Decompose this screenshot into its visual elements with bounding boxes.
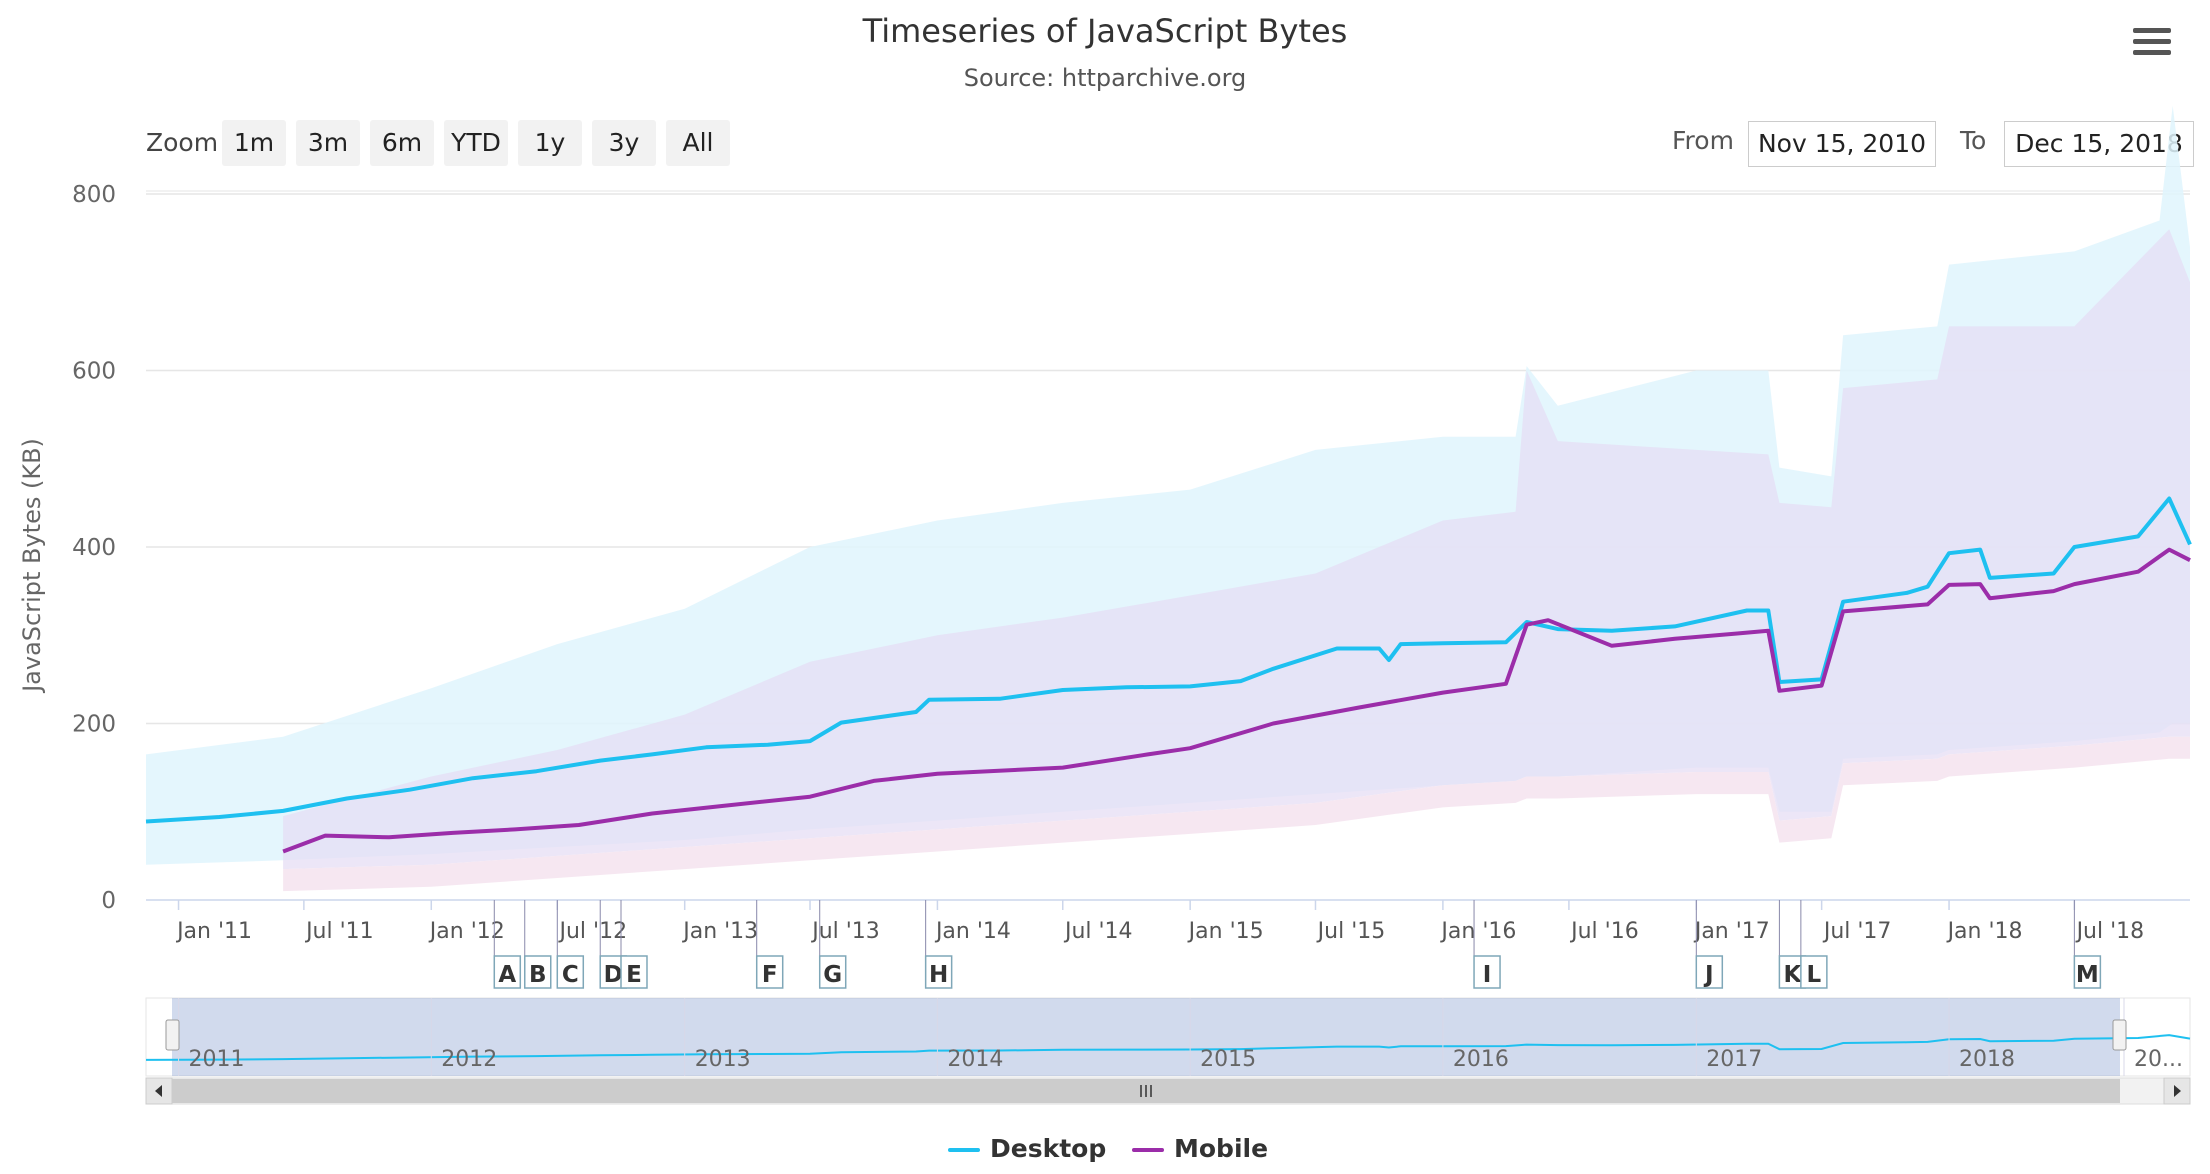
flag-box-F[interactable] bbox=[755, 955, 784, 989]
flag-label-J: J bbox=[1703, 962, 1714, 988]
zoom-3m-button[interactable]: 3m bbox=[296, 120, 360, 166]
navigator-year-label: 2017 bbox=[1706, 1047, 1762, 1072]
navigator-year-label: 2015 bbox=[1200, 1047, 1256, 1072]
flag-label-D: D bbox=[604, 962, 623, 988]
flag-label-E: E bbox=[626, 962, 642, 988]
y-tick-label-400: 400 bbox=[72, 535, 116, 561]
from-label: From bbox=[1672, 126, 1734, 155]
y-tick-label-600: 600 bbox=[72, 359, 116, 385]
flag-box-I[interactable] bbox=[1473, 955, 1501, 989]
y-axis: 0 200 400 600 800 bbox=[72, 182, 116, 914]
hamburger-menu-icon[interactable] bbox=[2133, 28, 2171, 62]
flag-box-C[interactable] bbox=[556, 955, 585, 989]
navigator-year-label: 2011 bbox=[189, 1047, 245, 1072]
x-tick-label: Jul '15 bbox=[1316, 919, 1386, 944]
x-tick-label: Jan '11 bbox=[175, 919, 252, 944]
flag-box-L[interactable] bbox=[1800, 955, 1828, 989]
arrow-right-glyph bbox=[2174, 1085, 2181, 1097]
zoom-1m-button[interactable]: 1m bbox=[222, 120, 286, 166]
flag-label-H: H bbox=[929, 962, 948, 988]
legend-swatch-desktop bbox=[948, 1148, 980, 1152]
navigator-selection[interactable] bbox=[172, 998, 2120, 1076]
band-mobile-low bbox=[283, 736, 2191, 892]
flag-box-M[interactable] bbox=[2073, 955, 2102, 989]
chart-title: Timeseries of JavaScript Bytes bbox=[862, 12, 1348, 50]
x-tick-label: Jul '18 bbox=[2075, 919, 2145, 944]
x-tick-label: Jul '13 bbox=[810, 919, 880, 944]
flag-box-B[interactable] bbox=[523, 955, 552, 989]
flag-label-F: F bbox=[762, 962, 778, 988]
zoom-6m-button[interactable]: 6m bbox=[370, 120, 434, 166]
x-tick-label: Jan '15 bbox=[1187, 919, 1264, 944]
flag-label-L: L bbox=[1807, 962, 1822, 988]
flag-box-H[interactable] bbox=[924, 955, 953, 989]
range-bands bbox=[146, 105, 2191, 892]
legend-item-desktop[interactable]: Desktop bbox=[948, 1134, 1106, 1163]
series-lines bbox=[145, 496, 2192, 854]
legend-swatch-mobile bbox=[1132, 1148, 1164, 1152]
legend-label-desktop: Desktop bbox=[990, 1134, 1107, 1163]
navigator-year-label: 2018 bbox=[1959, 1047, 2015, 1072]
x-tick-label: Jul '14 bbox=[1063, 919, 1133, 944]
x-tick-label: Jul '17 bbox=[1822, 919, 1892, 944]
zoom-1y-button[interactable]: 1y bbox=[518, 120, 582, 166]
zoom-3y-button[interactable]: 3y bbox=[592, 120, 656, 166]
navigator-year-label: 2012 bbox=[441, 1047, 497, 1072]
y-tick-label-800: 800 bbox=[72, 182, 116, 208]
legend-label-mobile: Mobile bbox=[1174, 1134, 1269, 1163]
flag-label-B: B bbox=[529, 962, 547, 988]
y-axis-label: JavaScript Bytes (KB) bbox=[18, 438, 46, 694]
x-tick-label: Jan '13 bbox=[681, 919, 758, 944]
x-axis: Jan '11 Jul '11 Jan '12 Jul '12 Jan '13 Jul '… bbox=[146, 899, 2190, 944]
zoom-ytd-button[interactable]: YTD bbox=[444, 120, 508, 166]
flag-label-A: A bbox=[498, 962, 516, 988]
x-tick-label: Jan '16 bbox=[1439, 919, 1516, 944]
from-date-input[interactable]: Nov 15, 2010 bbox=[1748, 121, 1936, 167]
flag-label-K: K bbox=[1783, 962, 1802, 988]
navigator-background bbox=[145, 997, 2191, 1077]
navigator-year-label: 20... bbox=[2134, 1047, 2183, 1072]
series-line-mobile bbox=[282, 547, 2191, 854]
flag-box-A[interactable] bbox=[493, 955, 522, 989]
flag-box-J[interactable] bbox=[1695, 955, 1724, 989]
x-tick-label: Jan '12 bbox=[428, 919, 505, 944]
navigator-year-label: 2014 bbox=[947, 1047, 1003, 1072]
to-date-input[interactable]: Dec 15, 2018 bbox=[2004, 121, 2194, 167]
to-label: To bbox=[1960, 126, 1987, 155]
x-tick-label: Jul '12 bbox=[557, 919, 627, 944]
x-tick-label: Jan '17 bbox=[1693, 919, 1770, 944]
x-tick-label: Jan '14 bbox=[934, 919, 1011, 944]
navigator[interactable]: 2011 2012 2013 2014 2015 2016 2017 2018 20... bbox=[145, 997, 2191, 1105]
arrow-left-glyph bbox=[155, 1085, 162, 1097]
x-tick-label: Jul '11 bbox=[304, 919, 374, 944]
flag-label-C: C bbox=[562, 962, 579, 988]
x-tick-label: Jan '18 bbox=[1946, 919, 2023, 944]
legend-item-mobile[interactable]: Mobile bbox=[1132, 1134, 1268, 1163]
flag-box-E[interactable] bbox=[620, 955, 648, 989]
navigator-handle-left[interactable] bbox=[165, 1019, 180, 1051]
flag-label-G: G bbox=[823, 962, 842, 988]
x-tick-label: Jul '16 bbox=[1569, 919, 1639, 944]
y-tick-label-200: 200 bbox=[72, 712, 116, 738]
flag-box-G[interactable] bbox=[818, 955, 847, 989]
navigator-year-label: 2013 bbox=[695, 1047, 751, 1072]
zoom-all-button[interactable]: All bbox=[666, 120, 730, 166]
navigator-handle-right[interactable] bbox=[2112, 1019, 2127, 1051]
y-tick-label-0: 0 bbox=[101, 888, 116, 914]
flag-label-M: M bbox=[2076, 962, 2099, 988]
navigator-year-label: 2016 bbox=[1453, 1047, 1509, 1072]
flag-label-I: I bbox=[1483, 962, 1492, 988]
series-line-desktop bbox=[145, 496, 2192, 824]
navigator-series-desktop bbox=[145, 1034, 2191, 1061]
zoom-label: Zoom bbox=[146, 128, 219, 157]
chart-subtitle: Source: httparchive.org bbox=[963, 64, 1247, 92]
band-mobile bbox=[283, 229, 2191, 870]
